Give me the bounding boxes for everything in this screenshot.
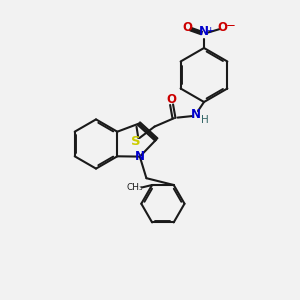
Text: O: O — [218, 21, 228, 34]
Text: N: N — [199, 25, 209, 38]
Text: H: H — [201, 115, 209, 125]
Text: O: O — [182, 21, 193, 34]
Text: CH₃: CH₃ — [127, 184, 143, 193]
Text: S: S — [131, 135, 141, 148]
Text: N: N — [190, 108, 201, 121]
Text: N: N — [135, 150, 145, 163]
Text: −: − — [226, 19, 236, 32]
Text: +: + — [206, 26, 213, 35]
Text: O: O — [167, 93, 177, 106]
